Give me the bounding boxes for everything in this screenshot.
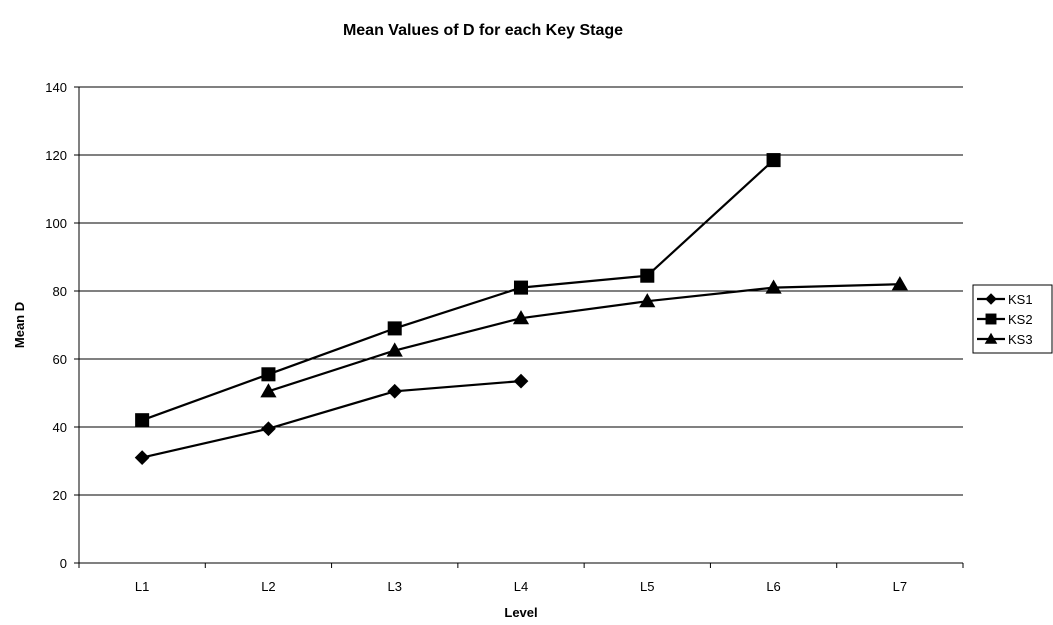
point-ks1-L3 [387,383,403,399]
point-ks2-L6 [766,153,781,168]
series-line-ks1 [141,380,522,459]
x-axis-title: Level [504,605,537,620]
point-ks3-L2 [260,383,277,398]
legend-label-ks3: KS3 [1008,332,1033,347]
y-tick-label-40: 40 [53,420,67,435]
plot-area: 0 20 40 60 80 100 120 140 L1 L2 L3 L4 L5 L6 L7 [45,80,964,594]
legend-marker-ks3 [984,332,998,344]
point-ks2-L2 [261,367,276,382]
point-ks2-L1 [135,413,150,428]
y-tick-label-140: 140 [45,80,67,95]
y-tick-label-20: 20 [53,488,67,503]
chart-title: Mean Values of D for each Key Stage [343,22,623,39]
y-tick-label-120: 120 [45,148,67,163]
point-ks3-L5 [639,293,656,308]
legend-marker-ks1 [985,293,997,305]
y-tick-label-100: 100 [45,216,67,231]
point-ks1-L2 [261,421,276,437]
y-tick-label-60: 60 [53,352,67,367]
series-line-ks3 [268,283,900,393]
y-axis-title: Mean D [12,302,27,348]
series-line-ks2 [141,159,775,422]
x-tick-label-L6: L6 [766,579,780,594]
point-ks3-L4 [512,310,530,325]
x-tick-label-L7: L7 [893,579,907,594]
y-tick-label-0: 0 [60,556,67,571]
legend-label-ks2: KS2 [1008,312,1033,327]
point-ks3-L6 [765,279,782,294]
x-tick-label-L5: L5 [640,579,654,594]
point-ks1-L1 [134,450,150,465]
legend-label-ks1: KS1 [1008,292,1033,307]
legend: KS1 KS2 KS3 [972,284,1053,354]
point-ks2-L4 [513,280,529,295]
point-ks3-L3 [386,342,403,357]
x-tick-label-L3: L3 [387,579,401,594]
x-tick-label-L2: L2 [261,579,275,594]
y-tick-label-80: 80 [53,284,67,299]
legend-marker-ks2 [985,313,997,325]
x-tick-label-L4: L4 [514,579,528,594]
point-ks2-L5 [640,268,655,283]
point-ks3-L7 [891,276,908,291]
point-ks1-L4 [513,373,529,389]
point-ks2-L3 [387,321,402,336]
x-tick-label-L1: L1 [135,579,149,594]
